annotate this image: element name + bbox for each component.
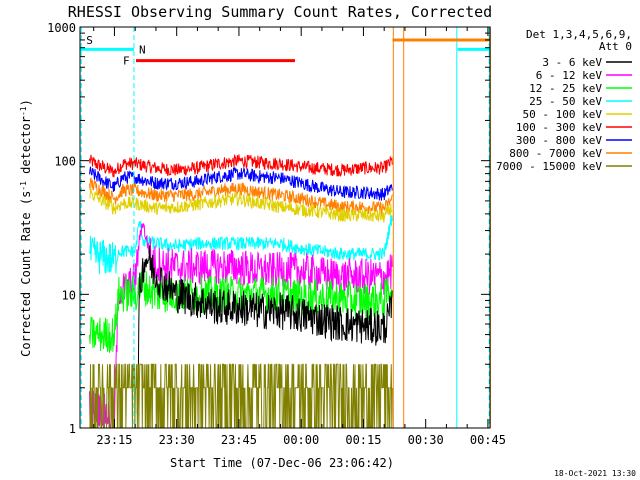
series-7000-15000-kev bbox=[89, 363, 393, 429]
x-tick-label-00:30: 00:30 bbox=[408, 433, 444, 447]
x-axis-label: Start Time (07-Dec-06 23:06:42) bbox=[170, 456, 394, 470]
x-tick-label-23:15: 23:15 bbox=[96, 433, 132, 447]
axes-group: 23:15 23:30 23:45 00:00 00:15 00:30 00:45 1 10 10… bbox=[47, 21, 506, 447]
y-tick-label-1: 1 bbox=[69, 422, 76, 436]
x-tick-label-00:00: 00:00 bbox=[283, 433, 319, 447]
legend-label-300-800-kev: 300 - 800 keV bbox=[516, 134, 602, 147]
legend-label-12-25-kev: 12 - 25 keV bbox=[529, 82, 602, 95]
legend-label-3-6-kev: 3 - 6 keV bbox=[542, 56, 602, 69]
legend-label-100-300-kev: 100 - 300 keV bbox=[516, 121, 602, 134]
legend-label-25-50-kev: 25 - 50 keV bbox=[529, 95, 602, 108]
plot-frame bbox=[79, 26, 491, 429]
footer-date: 18-Oct-2021 13:30 bbox=[554, 469, 636, 478]
overlay-label-n: N bbox=[139, 43, 146, 56]
x-tick-label-00:45: 00:45 bbox=[470, 433, 506, 447]
ylabel-mid: detector bbox=[19, 116, 33, 181]
series-300-800-kev bbox=[89, 166, 393, 201]
legend-label-7000-15000-kev: 7000 - 15000 keV bbox=[496, 160, 602, 173]
ylabel-main: Corrected Count Rate (s bbox=[19, 191, 33, 357]
x-tick-label-00:15: 00:15 bbox=[345, 433, 381, 447]
series-800-7000-kev bbox=[89, 177, 393, 217]
y-axis-label: Corrected Count Rate (s-1 detector-1) bbox=[19, 99, 33, 357]
ylabel-sup1: -1 bbox=[19, 181, 28, 191]
series-25-50-kev bbox=[89, 214, 393, 275]
series-100-300-kev bbox=[89, 154, 393, 178]
legend-label-800-7000-kev: 800 - 7000 keV bbox=[509, 147, 602, 160]
series-group bbox=[89, 154, 393, 429]
legend-label-6-12-kev: 6 - 12 keV bbox=[536, 69, 603, 82]
y-tick-label-10: 10 bbox=[62, 288, 76, 302]
y-tick-label-1000: 1000 bbox=[47, 21, 76, 35]
ylabel-end: ) bbox=[19, 99, 33, 106]
ylabel-sup2: -1 bbox=[19, 106, 28, 116]
overlay-label-f: F bbox=[123, 55, 130, 68]
legend-label-50-100-kev: 50 - 100 keV bbox=[523, 108, 603, 121]
series-50-100-kev bbox=[89, 188, 393, 223]
series-3-6-kev bbox=[136, 245, 393, 414]
legend-header-0: Det 1,3,4,5,6,9, bbox=[526, 28, 632, 41]
svg-text:Corrected Count Rate (s-1 dete: Corrected Count Rate (s-1 detector-1) bbox=[19, 99, 33, 357]
y-tick-label-100: 100 bbox=[54, 155, 76, 169]
x-tick-label-23:30: 23:30 bbox=[159, 433, 195, 447]
overlay-label-s: S bbox=[86, 34, 93, 47]
x-tick-label-23:45: 23:45 bbox=[221, 433, 257, 447]
legend-header-1: Att 0 bbox=[599, 40, 632, 53]
chart-title: RHESSI Observing Summary Count Rates, Co… bbox=[68, 3, 492, 21]
